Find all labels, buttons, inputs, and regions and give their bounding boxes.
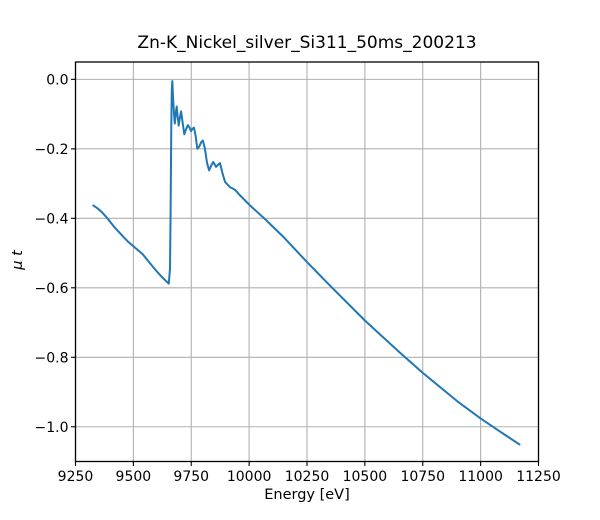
- x-tick-label: 10000: [227, 469, 272, 485]
- x-tick-label: 9750: [173, 469, 209, 485]
- y-tick-label: −0.8: [35, 350, 69, 366]
- y-axis-label: μ t: [10, 250, 26, 270]
- y-tick-label: −1.0: [35, 420, 69, 436]
- data-line-absorption-mu-t: [92, 80, 521, 446]
- chart-title: Zn-K_Nickel_silver_Si311_50ms_200213: [137, 33, 477, 53]
- y-tick-label: −0.6: [35, 281, 69, 297]
- x-axis-label: Energy [eV]: [264, 487, 350, 503]
- y-tick-label: 0.0: [46, 72, 68, 88]
- x-tick-label: 9250: [58, 469, 94, 485]
- x-tick-label: 10250: [285, 469, 330, 485]
- x-tick-label: 11000: [458, 469, 503, 485]
- y-tick-label: −0.2: [35, 142, 69, 158]
- x-tick-label: 9500: [116, 469, 152, 485]
- x-tick-label: 11250: [516, 469, 561, 485]
- x-tick-label: 10750: [400, 469, 445, 485]
- x-tick-label: 10500: [343, 469, 388, 485]
- y-tick-label: −0.4: [35, 211, 69, 227]
